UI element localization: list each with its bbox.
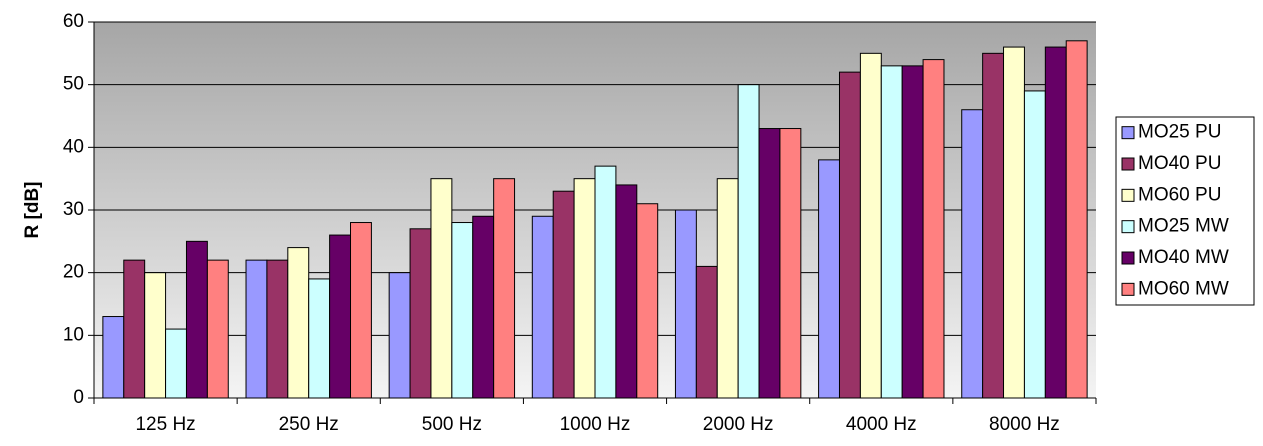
y-tick-label: 0 — [73, 387, 84, 408]
bar — [409, 228, 432, 399]
bar — [287, 247, 310, 399]
bar — [859, 52, 882, 399]
bar — [695, 265, 718, 399]
bar — [123, 259, 146, 399]
legend-swatch — [1121, 157, 1135, 171]
bar — [838, 71, 861, 399]
bar — [531, 215, 554, 399]
bar — [779, 128, 802, 399]
bar — [758, 128, 781, 399]
x-tick-label: 1000 Hz — [560, 414, 631, 435]
bar — [982, 52, 1005, 399]
x-tick-label: 125 Hz — [135, 414, 195, 435]
bars — [102, 40, 1088, 399]
bar — [674, 209, 697, 399]
bar — [1023, 90, 1046, 399]
bar — [388, 272, 411, 399]
x-tick-label: 2000 Hz — [703, 414, 774, 435]
bar — [493, 178, 516, 399]
bar — [350, 222, 372, 399]
bar — [573, 178, 596, 399]
y-tick-label: 10 — [63, 324, 84, 345]
bar — [102, 316, 125, 399]
bar — [144, 272, 167, 399]
y-tick-label: 20 — [63, 262, 84, 283]
bar — [1003, 46, 1025, 399]
legend-label: MO60 PU — [1138, 184, 1221, 205]
bar — [716, 178, 739, 399]
x-tick-label: 8000 Hz — [989, 414, 1060, 435]
bar — [615, 184, 638, 399]
bar — [1065, 40, 1088, 399]
legend-swatch — [1121, 251, 1135, 265]
legend-label: MO25 MW — [1138, 216, 1229, 237]
bar — [818, 159, 840, 399]
bar — [308, 278, 331, 399]
legend-box — [1115, 116, 1255, 306]
y-tick-label: 40 — [63, 136, 84, 157]
bar — [245, 259, 268, 399]
bar — [901, 65, 924, 399]
bar — [552, 190, 575, 399]
bar — [165, 328, 187, 399]
legend-label: MO40 PU — [1138, 153, 1221, 174]
y-tick-label: 30 — [63, 199, 84, 220]
bar — [451, 222, 474, 399]
x-tick-label: 4000 Hz — [846, 414, 917, 435]
axes: 0 10 20 30 40 50 60 125 Hz 250 Hz 500 Hz 1000 Hz 20… — [63, 11, 1097, 435]
bar — [880, 65, 903, 399]
bar — [472, 215, 495, 399]
bar — [329, 234, 352, 399]
legend-label: MO60 MW — [1138, 278, 1229, 299]
bar — [266, 259, 289, 399]
legend-swatch — [1121, 188, 1135, 202]
legend: MO25 PU MO40 PU MO60 PU MO25 MW MO40 MW MO60 … — [1115, 116, 1255, 306]
y-tick-label: 60 — [63, 11, 84, 32]
legend-label: MO40 MW — [1138, 247, 1229, 268]
bar — [636, 203, 659, 399]
bar — [922, 59, 945, 399]
legend-swatch — [1121, 282, 1135, 296]
x-tick-label: 500 Hz — [422, 414, 482, 435]
bar — [737, 84, 760, 399]
legend-swatch — [1121, 126, 1135, 140]
bar — [185, 240, 208, 399]
legend-label: MO25 PU — [1138, 122, 1221, 143]
y-tick-label: 50 — [63, 74, 84, 95]
bar — [1044, 46, 1067, 399]
bar — [206, 259, 229, 399]
bar — [961, 109, 984, 399]
bar — [594, 165, 617, 399]
bar — [430, 178, 453, 399]
legend-swatch — [1121, 220, 1135, 234]
y-axis-title: R [dB] — [22, 182, 43, 239]
x-tick-label: 250 Hz — [279, 414, 339, 435]
